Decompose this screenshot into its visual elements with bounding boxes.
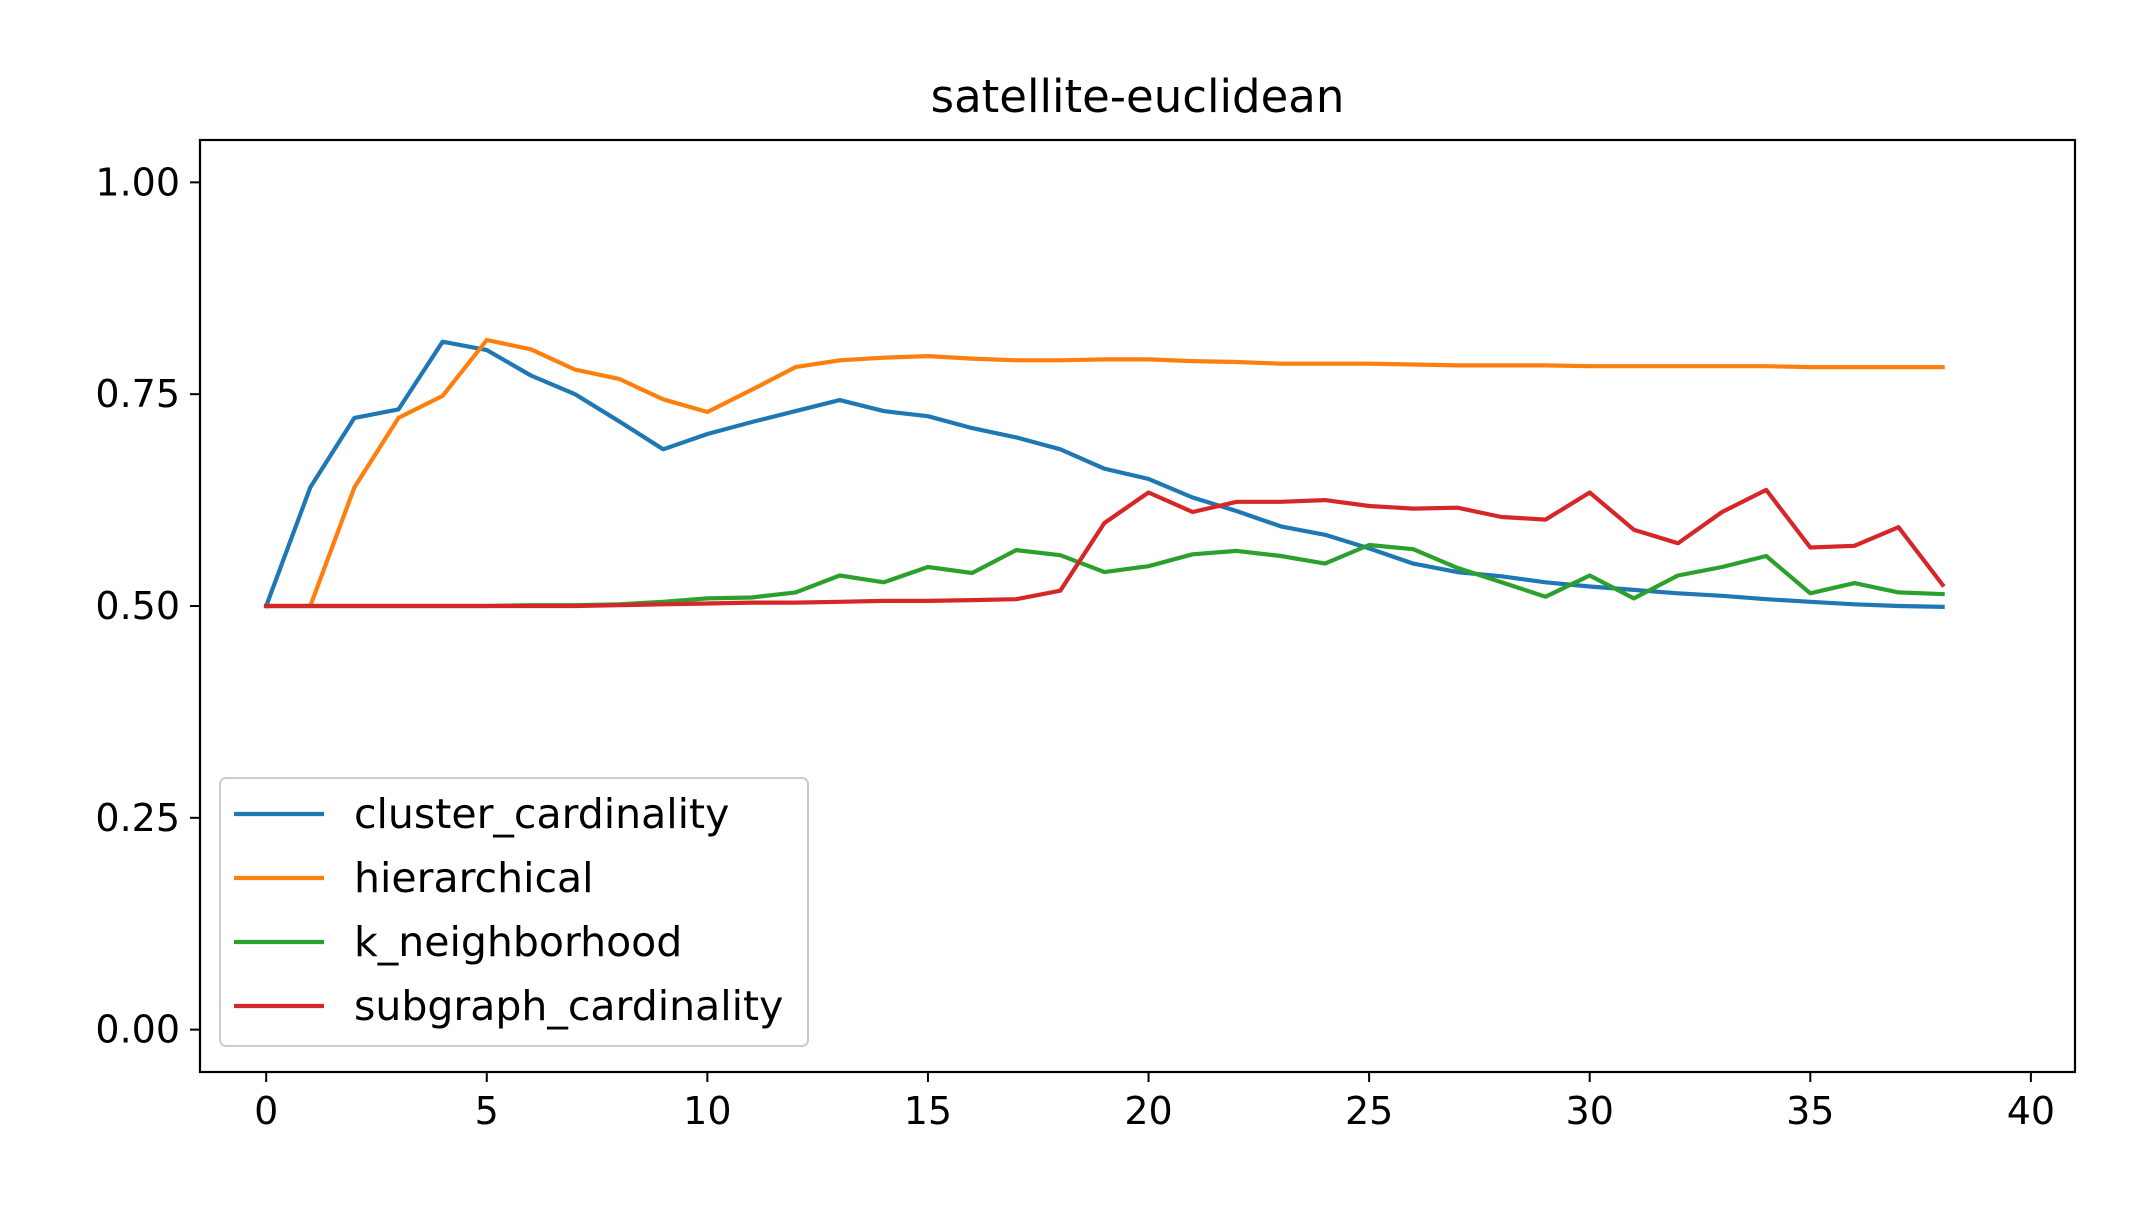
chart-title: satellite-euclidean (931, 70, 1345, 123)
series-line-subgraph_cardinality (264, 487, 1946, 609)
series-line-hierarchical (264, 337, 1945, 609)
x-tick-label: 15 (904, 1089, 952, 1133)
series-layer (263, 337, 1946, 609)
legend-label-cluster_cardinality: cluster_cardinality (354, 790, 729, 838)
legend-box (219, 777, 809, 1047)
y-tick-label: 0.50 (95, 584, 180, 628)
x-tick-label: 40 (2007, 1089, 2055, 1133)
x-tick-label: 20 (1124, 1089, 1172, 1133)
y-tick-label: 0.25 (95, 796, 180, 840)
series-line-cluster_cardinality (263, 339, 1945, 609)
x-tick-label: 25 (1345, 1089, 1393, 1133)
axes-layer: 0 5 10 15 20 25 30 35 40 0.00 0.25 0.50 0.75 1.00 (95, 138, 2077, 1133)
legend: cluster_cardinality hierarchical k_neighbo… (219, 777, 809, 1047)
x-tick-label: 35 (1786, 1089, 1834, 1133)
legend-label-k_neighborhood: k_neighborhood (354, 918, 682, 966)
x-tick-label: 30 (1566, 1089, 1614, 1133)
legend-label-subgraph_cardinality: subgraph_cardinality (354, 982, 783, 1030)
x-tick-label: 0 (254, 1089, 278, 1133)
x-tick-label: 10 (683, 1089, 731, 1133)
legend-label-hierarchical: hierarchical (354, 854, 594, 902)
y-tick-label: 1.00 (95, 160, 180, 204)
y-tick-label: 0.00 (95, 1008, 180, 1052)
x-tick-label: 5 (475, 1089, 499, 1133)
y-tick-label: 0.75 (95, 372, 180, 416)
